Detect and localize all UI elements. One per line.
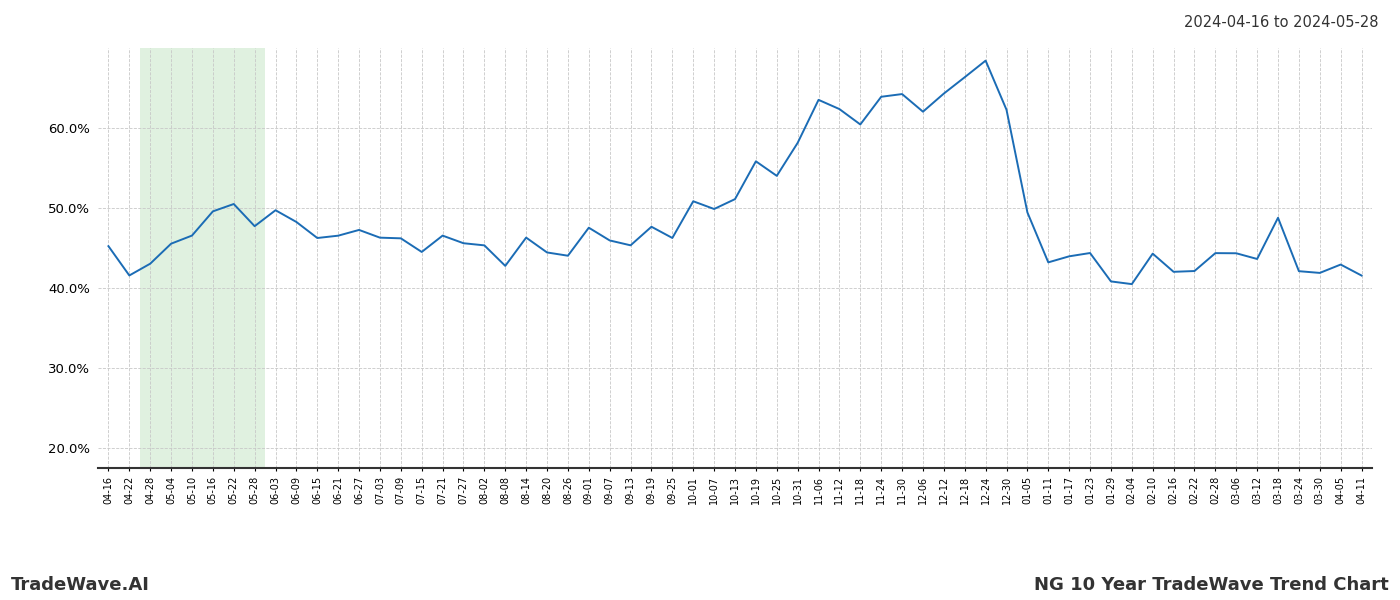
- Text: TradeWave.AI: TradeWave.AI: [11, 576, 150, 594]
- Text: NG 10 Year TradeWave Trend Chart: NG 10 Year TradeWave Trend Chart: [1035, 576, 1389, 594]
- Text: 2024-04-16 to 2024-05-28: 2024-04-16 to 2024-05-28: [1184, 15, 1379, 30]
- Bar: [140, 48, 265, 468]
